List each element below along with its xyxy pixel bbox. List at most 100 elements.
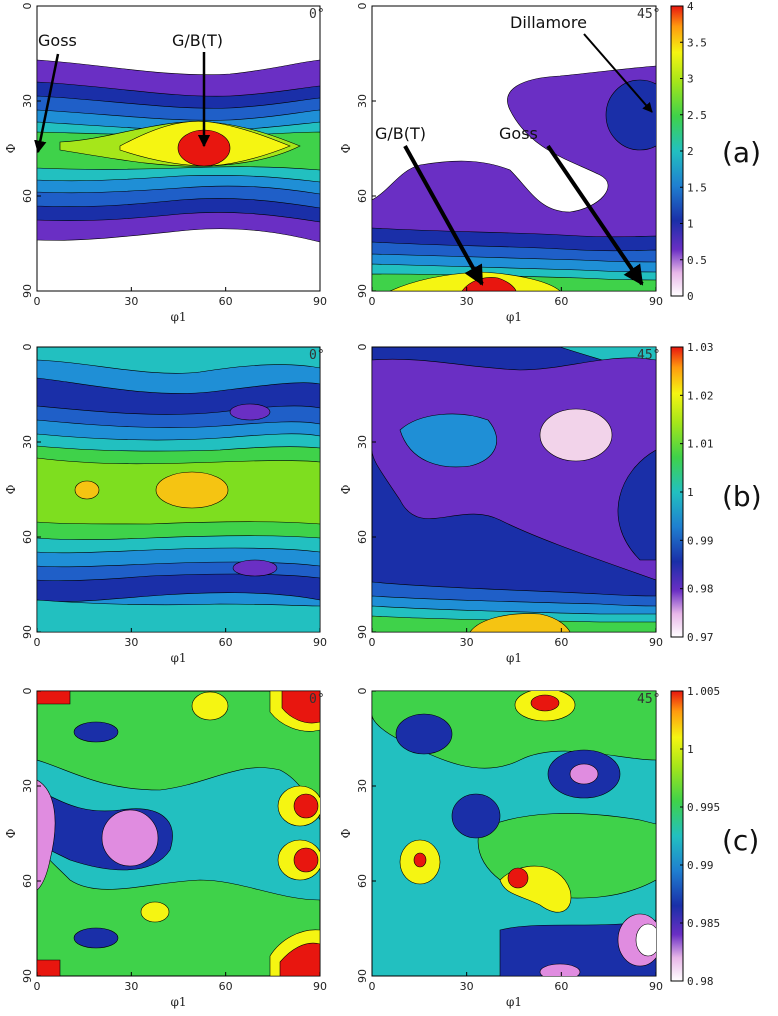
x-tick-label: 60	[219, 980, 233, 993]
odf-panel-c-0: 0°	[36, 690, 325, 977]
x-tick-label: 30	[124, 295, 138, 308]
odf-panel-c-45: 45°	[371, 690, 660, 977]
y-tick-label: 0	[356, 3, 369, 10]
y-tick-label: 90	[21, 625, 34, 639]
x-tick-label: 60	[219, 295, 233, 308]
x-tick-label: 0	[369, 295, 376, 308]
colorbar-tick-label: 0.995	[687, 801, 720, 814]
colorbar-tick-label: 0.5	[687, 254, 707, 267]
x-tick-label: 60	[554, 295, 568, 308]
y-tick-label: 30	[356, 779, 369, 793]
row-label-c: (c)	[722, 824, 759, 857]
x-tick-label: 0	[369, 980, 376, 993]
x-tick-label: 90	[313, 980, 327, 993]
y-tick-label: 30	[21, 779, 34, 793]
x-axis-label: φ1	[506, 310, 522, 324]
corner-label: 45°	[637, 692, 660, 707]
odf-panel-b-0: 0°	[36, 346, 325, 633]
colorbar-tick-label: 1	[687, 743, 694, 756]
corner-label: 45°	[637, 348, 660, 363]
y-tick-label: 30	[21, 435, 34, 449]
x-tick-label: 90	[649, 636, 663, 649]
y-tick-label: 90	[356, 284, 369, 298]
colorbar-tick-label: 0.98	[687, 975, 714, 988]
colorbar-tick-label: 1.02	[687, 389, 714, 402]
x-tick-label: 30	[460, 295, 474, 308]
y-tick-label: 60	[356, 189, 369, 203]
odf-panel-a-45: 45°	[371, 5, 660, 292]
y-axis-label: Φ	[339, 828, 353, 838]
colorbar-1: 0.97 0.98 0.99 1 1.01 1.02 1.03	[670, 341, 714, 644]
x-tick-label: 30	[460, 980, 474, 993]
x-tick-label: 0	[369, 636, 376, 649]
x-tick-label: 60	[554, 980, 568, 993]
colorbar-tick-label: 1.005	[687, 685, 720, 698]
colorbar-tick-label: 1.03	[687, 341, 714, 354]
y-tick-label: 30	[356, 435, 369, 449]
odf-panel-a-0: 0°	[36, 5, 325, 292]
y-tick-label: 60	[21, 189, 34, 203]
annotation-gbt-45: G/B(T)	[375, 124, 426, 143]
x-tick-label: 60	[554, 636, 568, 649]
y-tick-label: 90	[21, 284, 34, 298]
x-tick-label: 90	[649, 295, 663, 308]
x-tick-label: 90	[649, 980, 663, 993]
annotations-a: Goss G/B(T) Dillamore G/B(T) Goss	[34, 13, 653, 286]
y-tick-label: 60	[21, 530, 34, 544]
y-axis-label: Φ	[339, 143, 353, 153]
arrow-gbt-45	[403, 145, 484, 286]
colorbar-tick-label: 0	[687, 290, 694, 303]
colorbar-layer: 0 0.5 1 1.5 2 2.5 3 3.5 4 0.97 0.98 0.99 1 1.01 1.02 1.…	[670, 0, 720, 988]
colorbar-gradient	[670, 690, 684, 982]
y-tick-label: 60	[21, 874, 34, 888]
y-tick-label: 90	[356, 625, 369, 639]
corner-label: 0°	[309, 692, 325, 707]
x-axis-label: φ1	[506, 651, 522, 665]
x-tick-label: 30	[124, 636, 138, 649]
arrow-dillamore	[583, 33, 653, 113]
colorbar-tick-label: 3.5	[687, 36, 707, 49]
colorbar-tick-label: 1	[687, 486, 694, 499]
colorbar-0: 0 0.5 1 1.5 2 2.5 3 3.5 4	[670, 0, 707, 303]
y-tick-label: 90	[356, 969, 369, 983]
y-axis-label: Φ	[4, 828, 18, 838]
x-tick-label: 0	[34, 636, 41, 649]
x-tick-label: 90	[313, 636, 327, 649]
corner-label: 45°	[637, 7, 660, 22]
y-tick-label: 0	[21, 688, 34, 695]
y-tick-label: 60	[356, 874, 369, 888]
colorbar-tick-label: 2	[687, 145, 694, 158]
corner-label: 0°	[309, 348, 325, 363]
x-axis-label: φ1	[506, 995, 522, 1009]
x-axis-label: φ1	[170, 310, 186, 324]
y-tick-label: 0	[21, 3, 34, 10]
row-label-b: (b)	[722, 480, 762, 513]
arrow-goss	[34, 53, 60, 154]
colorbar-tick-label: 2.5	[687, 109, 707, 122]
annotation-goss-45: Goss	[499, 124, 538, 143]
y-tick-label: 30	[356, 94, 369, 108]
colorbar-2: 0.98 0.985 0.99 0.995 1 1.005	[670, 685, 720, 988]
colorbar-tick-label: 4	[687, 0, 694, 13]
x-tick-label: 90	[313, 295, 327, 308]
colorbar-tick-label: 0.98	[687, 583, 714, 596]
x-tick-label: 30	[460, 636, 474, 649]
colorbar-tick-label: 1	[687, 218, 694, 231]
row-label-a: (a)	[722, 136, 761, 169]
y-tick-label: 30	[21, 94, 34, 108]
y-tick-label: 90	[21, 969, 34, 983]
y-axis-label: Φ	[4, 484, 18, 494]
annotation-dillamore: Dillamore	[510, 13, 587, 32]
x-tick-label: 0	[34, 980, 41, 993]
y-tick-label: 60	[356, 530, 369, 544]
odf-panel-b-45: 45°	[371, 346, 660, 633]
colorbar-tick-label: 0.99	[687, 534, 714, 547]
colorbar-tick-label: 0.97	[687, 631, 714, 644]
